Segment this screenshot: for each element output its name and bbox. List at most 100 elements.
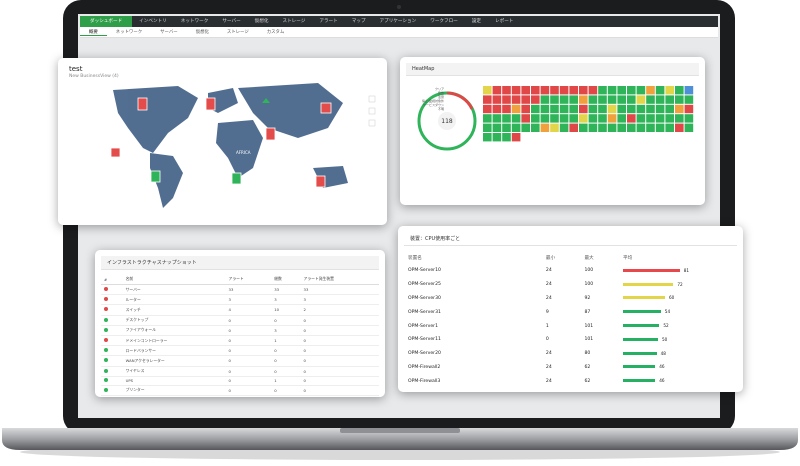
nav-tab[interactable]: インベントリ [139, 19, 167, 24]
heatmap-cell [579, 114, 588, 123]
heatmap-cell [598, 123, 607, 132]
status-cell [101, 346, 123, 356]
heatmap-cell [540, 86, 550, 95]
status-cell [101, 396, 123, 397]
nav-tab[interactable]: ネットワーク [180, 19, 209, 24]
heatmap-cell [521, 104, 530, 114]
cell: 101 [584, 323, 594, 329]
nav-tab[interactable]: 仮想化 [254, 19, 269, 24]
column-header: # [101, 274, 123, 285]
nav-tab[interactable]: ストレージ [282, 19, 306, 24]
cell: プリンター [125, 387, 145, 393]
heatmap-cell [627, 104, 636, 114]
heatmap-cell [531, 123, 540, 132]
nav-tab[interactable]: サーバー [222, 19, 241, 24]
nav-tab[interactable]: アラート [319, 19, 338, 24]
table-row: OPM-Server30 24 92 60 [408, 292, 733, 306]
cell: 1 [545, 323, 549, 329]
heatmap-cell [540, 123, 550, 132]
heatmap-cell [521, 86, 530, 95]
nav-tab[interactable]: アプリケーション [379, 19, 417, 24]
heatmap-cell [569, 86, 578, 95]
cell: 0 [228, 387, 231, 393]
table-row: OPM-Server11 0 101 50 [408, 333, 733, 347]
cell: 100 [584, 268, 594, 274]
map-subtitle: New BusinessView (4) [69, 74, 119, 79]
cpu-table: 装置名 最小 最大 平均 OPM-Server10 24 100 81 OPM-Server25… [408, 252, 733, 388]
cell: 0 [303, 368, 306, 374]
heatmap-cell [579, 86, 588, 95]
heatmap-cell [588, 104, 598, 114]
table-row: OPM-Firewall2 24 62 46 [408, 360, 733, 374]
cpu-avg: 52 [663, 323, 669, 329]
heatmap-cell [483, 86, 492, 95]
heatmap-cell [655, 104, 665, 114]
cell: 0 [228, 368, 231, 374]
cell: OPM-Server31 [408, 309, 441, 315]
heatmap-cell [550, 86, 559, 95]
heatmap-cell [502, 114, 511, 123]
heatmap-cell [531, 95, 540, 104]
table-row: OPM-Server10 24 100 81 [408, 264, 733, 278]
cpu-bar [623, 337, 658, 341]
heatmap-cell [665, 114, 674, 123]
heatmap-cell [665, 86, 674, 95]
heatmap-cell [559, 104, 569, 114]
heatmap-legend: 停止/監視対象外 [422, 98, 444, 103]
cell: 24 [545, 351, 552, 357]
table-row: サーバー 33 33 33 [101, 285, 379, 295]
heatmap-cell [521, 114, 530, 123]
heatmap-cell [607, 114, 617, 123]
heatmap-cell [569, 104, 578, 114]
sub-tab[interactable]: 概要 [80, 29, 107, 36]
heatmap-cell [684, 95, 694, 104]
bar-cell: 54 [623, 305, 733, 319]
status-cell [101, 335, 123, 345]
cell: 3 [274, 327, 277, 333]
sub-tab[interactable]: サーバー [160, 30, 178, 35]
column-header: アラート [225, 274, 272, 285]
table-row: OPM-Server25 24 100 72 [408, 278, 733, 292]
nav-tab[interactable]: ワークフロー [430, 19, 458, 24]
cell: 1 [274, 378, 277, 384]
heatmap-cell [502, 123, 511, 132]
table-row: OPM-Server1 1 101 52 [408, 319, 733, 333]
sub-tab[interactable]: 仮想化 [195, 30, 209, 35]
heatmap-cell [502, 133, 511, 142]
sub-tab[interactable]: ストレージ [226, 30, 249, 35]
cell: 80 [584, 351, 591, 357]
heatmap-cell [646, 114, 655, 123]
status-icon [104, 348, 108, 353]
table-row: OPM-Firewall3 24 62 46 [408, 374, 733, 388]
status-icon [104, 307, 108, 312]
cpu-avg: 60 [669, 295, 675, 301]
heatmap-cell [627, 95, 636, 104]
status-cell [101, 295, 123, 305]
heatmap-cell [579, 104, 588, 114]
sub-tab[interactable]: カスタム [266, 30, 285, 35]
status-cell [101, 356, 123, 366]
nav-tab[interactable]: 設定 [471, 19, 481, 24]
donut-alert [446, 91, 474, 110]
nav-tab[interactable]: レポート [495, 19, 514, 24]
cell: ドメインコントローラー [125, 337, 168, 343]
nav-tab[interactable]: ダッシュボード [80, 16, 133, 27]
heatmap-widget: HeatMap 118 クリア 警告 注意 停止/監視対象外 サービスダウン 不明 [400, 57, 705, 205]
cpu-title: 装置：CPU使用率ごと [404, 232, 737, 246]
cell: OPM-Firewall3 [408, 378, 441, 384]
column-header: 最小 [545, 256, 556, 261]
heatmap-cell [684, 123, 694, 132]
sub-tab[interactable]: ネットワーク [115, 30, 143, 35]
infra-table: # 名前 アラート 総数 アラート発生装置 サーバー 33 33 33 ルーター 3 3 3 スイッチ 4 1… [101, 274, 379, 397]
heatmap-cell [684, 104, 694, 114]
nav-tab[interactable]: マップ [351, 19, 366, 24]
heatmap-cell [675, 86, 684, 95]
heatmap-cell [559, 95, 569, 104]
heatmap-cell [579, 123, 588, 132]
cell: 0 [228, 378, 231, 384]
status-icon [104, 317, 108, 322]
heatmap-cell [511, 104, 521, 114]
bar-cell: 60 [623, 292, 733, 306]
nav-bar: ダッシュボード インベントリ ネットワーク サーバー 仮想化 ストレージ アラート マップ アプ… [80, 16, 718, 27]
cell: 101 [584, 337, 594, 343]
